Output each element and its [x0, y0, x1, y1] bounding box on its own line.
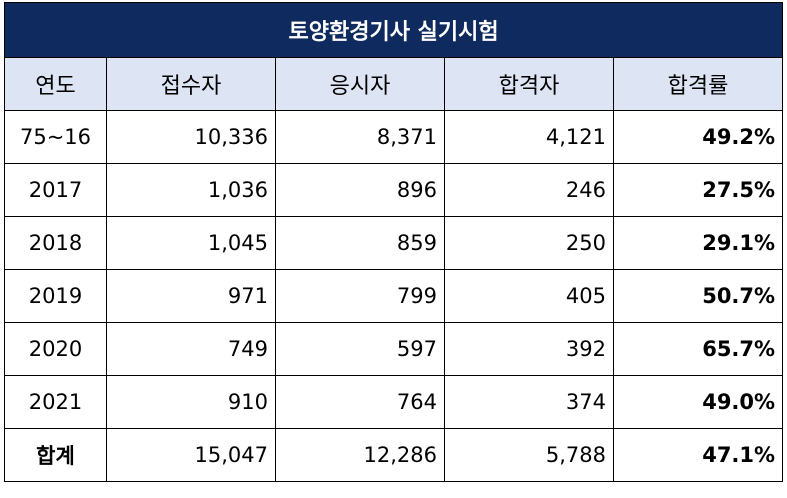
cell-passers: 405 [444, 269, 614, 323]
header-row: 연도 접수자 응시자 합격자 합격률 [4, 57, 784, 111]
cell-passers: 392 [444, 322, 614, 376]
cell-pass-rate: 49.0% [612, 375, 784, 429]
cell-passers: 246 [444, 163, 614, 217]
cell-pass-rate: 27.5% [612, 163, 784, 217]
cell-year: 2018 [4, 216, 107, 270]
cell-passers: 250 [444, 216, 614, 270]
cell-year: 2017 [4, 163, 107, 217]
exam-statistics-table: 토양환경기사 실기시험 연도 접수자 응시자 합격자 합격률 75~16 10,… [3, 2, 784, 482]
title-row: 토양환경기사 실기시험 [3, 2, 784, 58]
cell-examinees: 764 [275, 375, 445, 429]
exam-statistics-table-wrapper: 토양환경기사 실기시험 연도 접수자 응시자 합격자 합격률 75~16 10,… [3, 2, 784, 482]
cell-year: 75~16 [4, 110, 107, 164]
cell-total-examinees: 12,286 [275, 428, 445, 482]
cell-examinees: 896 [275, 163, 445, 217]
cell-total-applicants: 15,047 [106, 428, 276, 482]
cell-applicants: 1,045 [106, 216, 276, 270]
cell-applicants: 1,036 [106, 163, 276, 217]
cell-pass-rate: 29.1% [612, 216, 784, 270]
cell-year: 2019 [4, 269, 107, 323]
cell-applicants: 10,336 [106, 110, 276, 164]
table-row: 2017 1,036 896 246 27.5% [4, 163, 784, 217]
cell-examinees: 859 [275, 216, 445, 270]
column-header-year: 연도 [4, 57, 107, 111]
cell-examinees: 597 [275, 322, 445, 376]
table-row: 2021 910 764 374 49.0% [4, 375, 784, 429]
cell-year: 2020 [4, 322, 107, 376]
table-row: 2018 1,045 859 250 29.1% [4, 216, 784, 270]
table-row: 2019 971 799 405 50.7% [4, 269, 784, 323]
cell-examinees: 8,371 [275, 110, 445, 164]
column-header-pass-rate: 합격률 [612, 57, 784, 111]
cell-examinees: 799 [275, 269, 445, 323]
cell-applicants: 749 [106, 322, 276, 376]
table-title: 토양환경기사 실기시험 [3, 2, 784, 58]
table-row: 75~16 10,336 8,371 4,121 49.2% [4, 110, 784, 164]
total-row: 합계 15,047 12,286 5,788 47.1% [4, 428, 784, 482]
cell-total-pass-rate: 47.1% [612, 428, 784, 482]
cell-total-passers: 5,788 [444, 428, 614, 482]
cell-pass-rate: 65.7% [612, 322, 784, 376]
cell-passers: 374 [444, 375, 614, 429]
table-row: 2020 749 597 392 65.7% [4, 322, 784, 376]
cell-year: 2021 [4, 375, 107, 429]
column-header-passers: 합격자 [444, 57, 614, 111]
cell-applicants: 971 [106, 269, 276, 323]
column-header-examinees: 응시자 [275, 57, 445, 111]
cell-pass-rate: 50.7% [612, 269, 784, 323]
column-header-applicants: 접수자 [106, 57, 276, 111]
cell-passers: 4,121 [444, 110, 614, 164]
cell-applicants: 910 [106, 375, 276, 429]
cell-pass-rate: 49.2% [612, 110, 784, 164]
cell-total-label: 합계 [4, 428, 107, 482]
